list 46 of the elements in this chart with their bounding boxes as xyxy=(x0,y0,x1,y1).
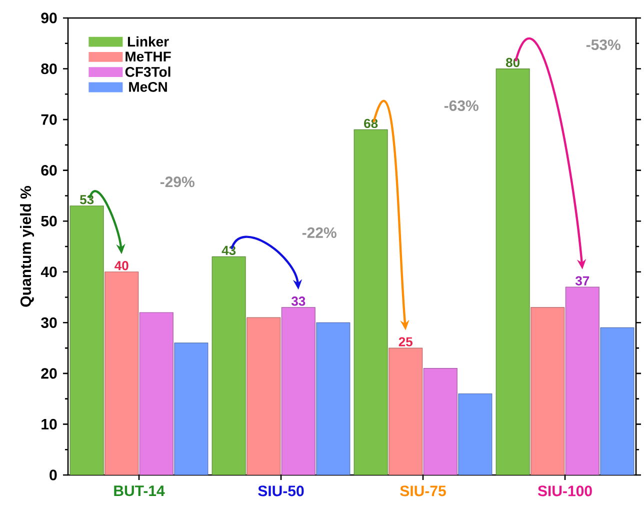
bar xyxy=(530,307,565,475)
bar xyxy=(139,312,174,475)
data-label: 80 xyxy=(506,58,520,68)
y-tick-label: 80 xyxy=(41,63,57,74)
bar xyxy=(423,368,458,475)
bar xyxy=(458,393,492,475)
y-tick-label: 10 xyxy=(42,418,57,430)
data-label: 33 xyxy=(291,296,306,306)
x-tick-label: SIU-50 xyxy=(258,486,304,496)
bar xyxy=(600,327,634,475)
legend-label: MeCN xyxy=(129,82,167,92)
data-label: 25 xyxy=(398,337,412,346)
y-tick-label: 70 xyxy=(41,114,57,125)
y-tick-label: 0 xyxy=(50,470,57,480)
annotation: -29% xyxy=(160,176,194,188)
x-tick-label: SIU-75 xyxy=(400,486,446,496)
legend-label: Linker xyxy=(128,36,169,47)
legend-label: CF3Tol xyxy=(125,66,170,77)
y-axis-title: Quantum yield % xyxy=(20,186,34,307)
legend-label: MeTHF xyxy=(126,52,171,62)
y-tick-label: 40 xyxy=(40,266,57,278)
annotation: -22% xyxy=(302,227,336,238)
annotation: -53% xyxy=(586,39,620,50)
annotation: -63% xyxy=(444,100,478,112)
bar xyxy=(388,348,423,475)
bar xyxy=(316,322,350,475)
bar xyxy=(70,206,104,475)
y-tick-label: 60 xyxy=(41,165,57,176)
y-tick-label: 20 xyxy=(41,368,57,379)
bar xyxy=(496,68,530,475)
y-tick-label: 50 xyxy=(41,216,57,226)
data-label: 53 xyxy=(80,194,94,204)
bar xyxy=(281,307,316,475)
bar xyxy=(354,129,388,475)
data-label: 40 xyxy=(114,261,128,270)
data-label: 37 xyxy=(575,276,590,286)
x-tick-label: BUT-14 xyxy=(114,486,165,496)
bar xyxy=(104,272,139,475)
y-tick-label: 90 xyxy=(41,12,57,24)
data-label: 68 xyxy=(364,118,378,128)
bar xyxy=(565,286,600,475)
y-tick-label: 30 xyxy=(41,317,57,328)
bar xyxy=(174,342,208,475)
x-tick-label: SIU-100 xyxy=(538,486,592,496)
bar xyxy=(212,256,246,475)
bar xyxy=(246,317,281,475)
